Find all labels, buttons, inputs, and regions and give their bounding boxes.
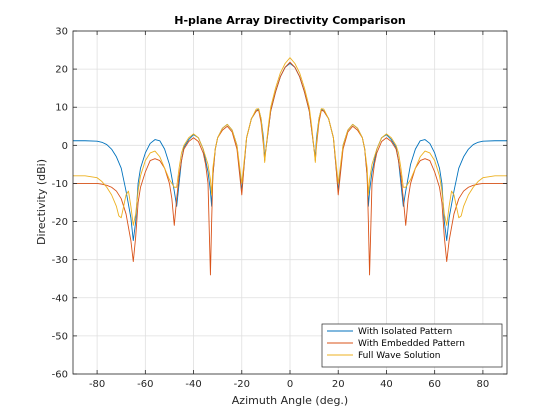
x-tick-label: 0 bbox=[287, 379, 293, 390]
series-line-3 bbox=[73, 57, 507, 226]
y-tick-label: 10 bbox=[55, 103, 68, 114]
series-line-1 bbox=[73, 62, 507, 242]
chart-title: H-plane Array Directivity Comparison bbox=[174, 14, 405, 27]
series-line-2 bbox=[73, 61, 507, 276]
tick-labels: -80 -60 -40 -20 0 20 40 60 80 -60 -50 -40 -30 -20 -10 0… bbox=[52, 27, 490, 391]
x-tick-label: 60 bbox=[428, 379, 441, 390]
x-tick-label: -80 bbox=[89, 379, 105, 390]
x-tick-label: 40 bbox=[380, 379, 393, 390]
series-layer bbox=[73, 57, 507, 276]
y-axis-label: Directivity (dBi) bbox=[35, 159, 48, 245]
legend-label-1: With Isolated Pattern bbox=[358, 327, 452, 337]
x-tick-label: -60 bbox=[137, 379, 153, 390]
y-tick-label: 20 bbox=[55, 65, 68, 76]
y-tick-label: -40 bbox=[52, 293, 68, 304]
y-tick-label: -20 bbox=[52, 217, 68, 228]
legend-label-2: With Embedded Pattern bbox=[358, 339, 465, 349]
y-tick-label: -60 bbox=[52, 370, 68, 381]
y-tick-label: 0 bbox=[62, 141, 68, 152]
y-tick-label: -30 bbox=[52, 255, 68, 266]
y-tick-label: 30 bbox=[55, 27, 68, 38]
legend-label-3: Full Wave Solution bbox=[358, 351, 440, 361]
legend: With Isolated Pattern With Embedded Patte… bbox=[321, 323, 503, 368]
x-tick-label: 80 bbox=[477, 379, 490, 390]
x-axis-label: Azimuth Angle (deg.) bbox=[232, 394, 348, 407]
x-tick-label: -40 bbox=[185, 379, 201, 390]
y-tick-label: -50 bbox=[52, 331, 68, 342]
x-tick-label: -20 bbox=[234, 379, 250, 390]
axis-ticks bbox=[73, 30, 507, 375]
y-tick-label: -10 bbox=[52, 179, 68, 190]
x-tick-label: 20 bbox=[332, 379, 345, 390]
